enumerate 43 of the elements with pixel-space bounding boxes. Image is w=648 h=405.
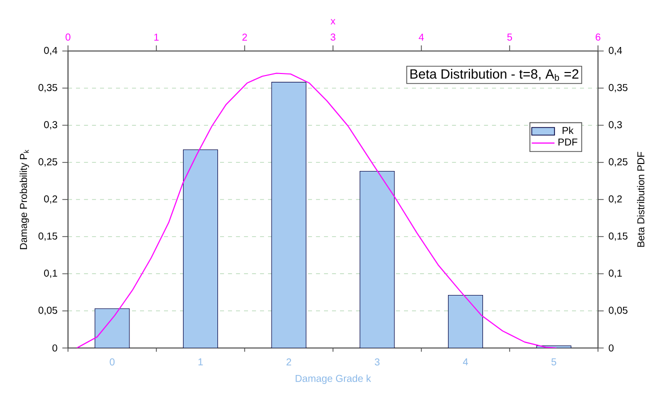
bar [94, 308, 130, 348]
y-tick-label: 0,1 [44, 270, 58, 278]
x-tick-label: 0 [110, 358, 115, 366]
x2-tick-label: 5 [507, 34, 512, 41]
y-tick-label: 0,2 [44, 195, 58, 204]
y2-tick-label: 0,1 [608, 270, 622, 278]
x2-tick-label: 6 [596, 34, 600, 41]
bar [360, 171, 395, 348]
y2-tick-label: 0,25 [608, 158, 628, 167]
y2-tick-label: 0,4 [608, 46, 622, 56]
y-tick-label: 0 [52, 344, 58, 352]
legend-label: Pk [562, 126, 574, 134]
y2-tick-label: 0,15 [608, 232, 628, 241]
legend-label: PDF [558, 138, 578, 146]
y-axis-title: Damage Probability P$_{k}$ [20, 150, 29, 250]
y-tick-label: 0,25 [38, 158, 58, 167]
x2-tick-label: 4 [418, 34, 424, 41]
x-tick-label: 5 [551, 358, 556, 366]
y2-tick-label: 0,3 [608, 121, 622, 130]
y2-tick-label: 0 [608, 344, 614, 352]
x2-tick-label: 1 [154, 34, 159, 41]
x2-tick-label: 0 [66, 34, 70, 41]
x-axis-title: Damage Grade k [296, 374, 372, 384]
x-tick-label: 1 [198, 358, 203, 366]
y-tick-label: 0,05 [38, 306, 58, 316]
x2-tick-label: 3 [330, 34, 336, 41]
y-tick-label: 0,15 [38, 232, 58, 241]
y2-tick-label: 0,2 [608, 195, 622, 204]
bar [183, 149, 218, 348]
annotation: Beta Distribution - t=8, A$_{b}$ =2 [410, 68, 578, 81]
y2-tick-label: 0,05 [608, 306, 628, 316]
y-tick-label: 0,3 [44, 121, 58, 130]
x-tick-label: 4 [462, 358, 468, 366]
bar [271, 82, 306, 348]
y-tick-label: 0,35 [38, 84, 58, 92]
y-tick-label: 0,4 [44, 46, 58, 56]
x-tick-label: 2 [286, 358, 292, 366]
x2-tick-label: 2 [242, 34, 247, 41]
y2-tick-label: 0,35 [608, 84, 628, 92]
y2-axis-title: Beta Distribution PDF [637, 152, 644, 247]
x2-axis-title: x [330, 19, 336, 24]
x-tick-label: 3 [374, 358, 380, 366]
bar [448, 295, 483, 348]
